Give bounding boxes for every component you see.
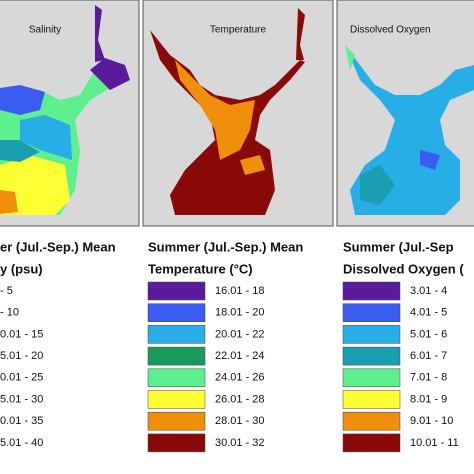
map-label: Salinity (29, 25, 61, 36)
oxygen-map: Dissolved Oxygen (336, 0, 474, 227)
legend-swatch (147, 411, 206, 431)
legend-label: 16.01 - 18 (215, 285, 265, 297)
legend-title: er (Jul.-Sep.) Mean (0, 239, 116, 254)
legend-label: 8.01 - 9 (410, 393, 447, 405)
legend-label: - 10 (0, 307, 19, 319)
legend-swatch (342, 390, 401, 409)
legend-swatch (342, 346, 401, 366)
legend-label: 30.01 - 32 (215, 437, 265, 449)
legend-swatch (147, 368, 206, 388)
legend-label: 5.01 - 6 (410, 328, 447, 340)
legend-swatch (342, 303, 401, 322)
legend-label: 4.01 - 5 (410, 307, 447, 319)
legend-swatch (342, 281, 401, 301)
legend-swatch (147, 346, 206, 366)
legend-swatch (147, 390, 206, 409)
legend-label: 26.01 - 28 (215, 393, 265, 405)
legend-swatch (147, 433, 206, 453)
legend-label: 3.01 - 4 (410, 285, 447, 297)
legend-label: 0.01 - 15 (0, 328, 43, 340)
legend-swatch (342, 368, 401, 388)
legend-label: 5.01 - 30 (0, 393, 43, 405)
legend-title: Summer (Jul.-Sep (343, 239, 454, 254)
legend-label: 22.01 - 24 (215, 350, 265, 362)
legend-swatch (342, 433, 401, 453)
legend-label: 28.01 - 30 (215, 415, 265, 427)
legend-swatch (342, 325, 401, 344)
legend-subtitle: Temperature (°C) (148, 261, 253, 276)
map-label: Temperature (210, 25, 267, 36)
legend-label: 0.01 - 25 (0, 372, 43, 384)
legend-swatch (147, 281, 206, 301)
legend-label: 9.01 - 10 (410, 415, 453, 427)
legend-label: - 5 (0, 285, 13, 297)
map-label: Dissolved Oxygen (350, 25, 431, 36)
legend-label: 24.01 - 26 (215, 372, 265, 384)
legend-label: 18.01 - 20 (215, 307, 265, 319)
legend-title: Summer (Jul.-Sep.) Mean (148, 239, 303, 254)
legend-label: 10.01 - 11 (410, 437, 459, 449)
legend-label: 5.01 - 40 (0, 437, 43, 449)
temperature-map: Temperature (142, 0, 334, 227)
legend-swatch (147, 325, 206, 344)
legend-swatch (342, 411, 401, 431)
legend-label: 0.01 - 35 (0, 415, 43, 427)
salinity-map: Salinity (0, 0, 140, 227)
legend-label: 5.01 - 20 (0, 350, 43, 362)
legend-subtitle: Dissolved Oxygen ( (343, 261, 464, 276)
legend-label: 6.01 - 7 (410, 350, 447, 362)
legend-subtitle: y (psu) (0, 261, 43, 276)
legend-swatch (147, 303, 206, 322)
legend-label: 20.01 - 22 (215, 328, 265, 340)
legend-label: 7.01 - 8 (410, 372, 447, 384)
